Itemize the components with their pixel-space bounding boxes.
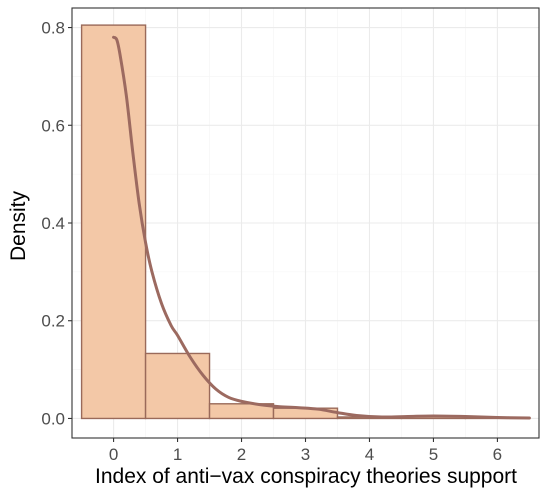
x-tick-label: 5 — [429, 445, 438, 464]
y-tick-label: 0.2 — [41, 312, 65, 331]
y-tick-label: 0.0 — [41, 409, 65, 428]
x-tick-label: 4 — [365, 445, 374, 464]
histogram-bar — [144, 352, 211, 420]
x-tick-label: 1 — [173, 445, 182, 464]
y-axis-title: Density — [7, 190, 30, 261]
x-tick-label: 6 — [493, 445, 502, 464]
x-axis: 0 1 2 3 4 5 6 — [109, 438, 502, 464]
x-tick-label: 3 — [301, 445, 310, 464]
x-axis-title: Index of anti−vax conspiracy theories su… — [95, 465, 517, 488]
histogram-bar — [80, 24, 147, 420]
density-curve-layer — [112, 35, 531, 420]
y-tick-label: 0.6 — [41, 116, 65, 135]
y-tick-label: 0.8 — [41, 19, 65, 38]
density-curve — [112, 35, 531, 420]
y-axis: 0.0 0.2 0.4 0.6 0.8 — [41, 19, 72, 428]
y-tick-label: 0.4 — [41, 214, 65, 233]
x-tick-label: 2 — [237, 445, 246, 464]
x-tick-label: 0 — [109, 445, 118, 464]
